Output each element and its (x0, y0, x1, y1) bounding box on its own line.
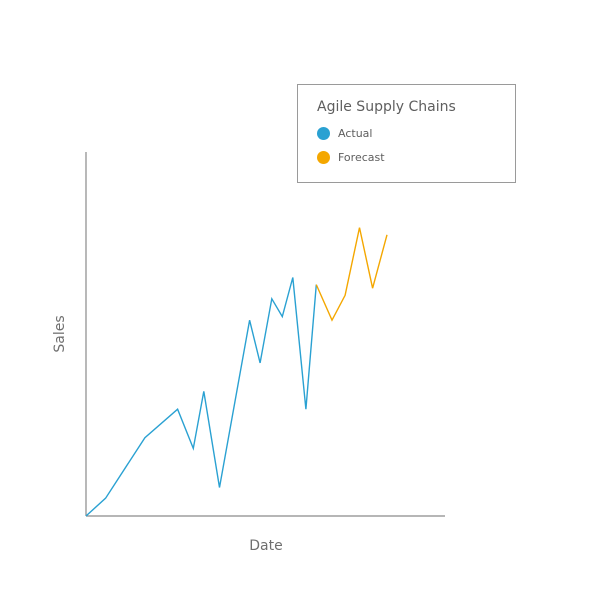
series-line-forecast (315, 227, 388, 322)
legend-swatch-actual (317, 126, 330, 140)
series-group (85, 227, 388, 517)
legend-swatch-forecast (317, 150, 330, 164)
x-axis-label: Date (249, 538, 282, 554)
legend-item-forecast: Forecast (317, 149, 385, 165)
legend-item-actual: Actual (317, 125, 372, 141)
legend: Agile Supply Chains Actual Forecast (297, 84, 516, 183)
legend-label-actual: Actual (338, 126, 373, 140)
y-axis-label: Sales (52, 315, 68, 352)
legend-title: Agile Supply Chains (317, 99, 456, 115)
legend-label-forecast: Forecast (338, 150, 385, 164)
series-line-actual (85, 277, 317, 517)
